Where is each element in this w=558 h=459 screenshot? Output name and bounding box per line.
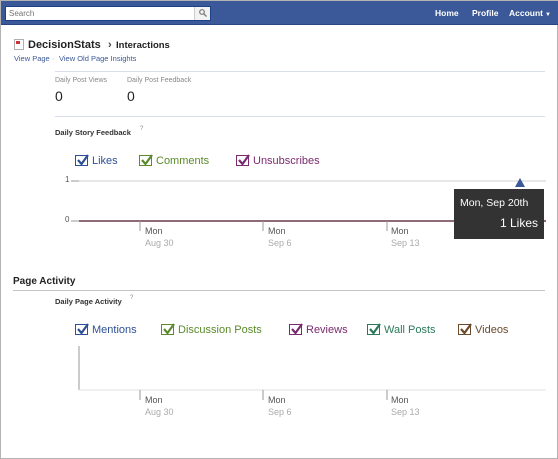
comments-checkbox[interactable]: [139, 154, 153, 166]
x-tick-day: Mon: [145, 395, 163, 405]
story-feedback-title: Daily Story Feedback: [55, 128, 131, 137]
page-activity-chart: [78, 346, 546, 400]
mentions-checkbox[interactable]: [75, 323, 89, 335]
x-tick-date: Sep 13: [391, 407, 420, 417]
daily-post-feedback-label: Daily Post Feedback: [127, 77, 192, 84]
x-tick-day: Mon: [391, 395, 409, 405]
unsubscribes-checkbox[interactable]: [236, 154, 250, 166]
x-tick-date: Sep 6: [268, 407, 292, 417]
x-tick-day: Mon: [268, 226, 286, 236]
y-tick-label: 1: [65, 175, 70, 184]
tooltip-value: 1 Likes: [499, 216, 538, 230]
legend-comments[interactable]: Comments: [156, 155, 210, 167]
x-tick-day: Mon: [268, 395, 286, 405]
videos-checkbox[interactable]: [458, 323, 472, 335]
nav-account-menu[interactable]: Account ▼: [509, 8, 551, 18]
legend-videos[interactable]: Videos: [475, 324, 509, 336]
search-button[interactable]: [194, 7, 210, 20]
nav-profile-link[interactable]: Profile: [472, 8, 499, 18]
top-navigation-bar: Home Profile Account▼: [1, 1, 558, 25]
help-icon[interactable]: ?: [140, 126, 144, 132]
legend-unsubscribes[interactable]: Unsubscribes: [253, 155, 320, 167]
help-icon[interactable]: ?: [130, 295, 134, 301]
likes-data-point[interactable]: [515, 178, 525, 187]
y-tick-label: 0: [65, 215, 70, 224]
view-page-link[interactable]: View Page: [14, 54, 50, 63]
search-input[interactable]: [6, 7, 194, 20]
divider: [55, 116, 545, 117]
legend-wall-posts[interactable]: Wall Posts: [384, 324, 436, 336]
x-tick-date: Sep 6: [268, 238, 292, 248]
checkmark-icon: [369, 323, 381, 335]
tooltip-date: Mon, Sep 20th: [460, 197, 529, 209]
daily-post-views-value: 0: [55, 88, 63, 104]
search-icon: [199, 9, 207, 17]
divider: [13, 290, 545, 291]
checkmark-icon: [77, 323, 89, 335]
page-title: Interactions: [116, 40, 170, 51]
discussion-posts-checkbox[interactable]: [161, 323, 175, 335]
search-box: [5, 6, 211, 21]
page-icon: [14, 39, 24, 50]
wall-posts-checkbox[interactable]: [367, 323, 381, 335]
view-old-insights-link[interactable]: View Old Page Insights: [59, 54, 137, 63]
page-activity-heading: Page Activity: [13, 276, 76, 287]
x-tick-date: Sep 13: [391, 238, 420, 248]
nav-home-link[interactable]: Home: [435, 8, 459, 18]
legend-reviews[interactable]: Reviews: [306, 324, 348, 336]
likes-checkbox[interactable]: [75, 154, 89, 166]
x-tick-day: Mon: [145, 226, 163, 236]
breadcrumb-separator: ›: [108, 39, 112, 51]
page-activity-title: Daily Page Activity: [55, 297, 122, 306]
legend-discussion-posts[interactable]: Discussion Posts: [178, 324, 262, 336]
checkmark-icon: [238, 154, 250, 166]
checkmark-icon: [291, 323, 303, 335]
daily-post-feedback-value: 0: [127, 88, 135, 104]
page-name-link[interactable]: DecisionStats: [28, 39, 101, 51]
checkmark-icon: [163, 323, 175, 335]
x-tick-date: Aug 30: [145, 238, 174, 248]
link-separator: ·: [52, 54, 55, 63]
chevron-down-icon: ▼: [545, 12, 551, 18]
legend-mentions[interactable]: Mentions: [92, 324, 137, 336]
daily-post-views-label: Daily Post Views: [55, 77, 108, 84]
x-tick-date: Aug 30: [145, 407, 174, 417]
checkmark-icon: [141, 154, 153, 166]
reviews-checkbox[interactable]: [289, 323, 303, 335]
chart-tooltip: Mon, Sep 20th 1 Likes: [454, 189, 544, 239]
divider: [55, 71, 545, 72]
legend-likes[interactable]: Likes: [92, 155, 118, 167]
checkmark-icon: [460, 323, 472, 335]
checkmark-icon: [77, 154, 89, 166]
x-tick-day: Mon: [391, 226, 409, 236]
nav-account-label: Account: [509, 8, 543, 18]
